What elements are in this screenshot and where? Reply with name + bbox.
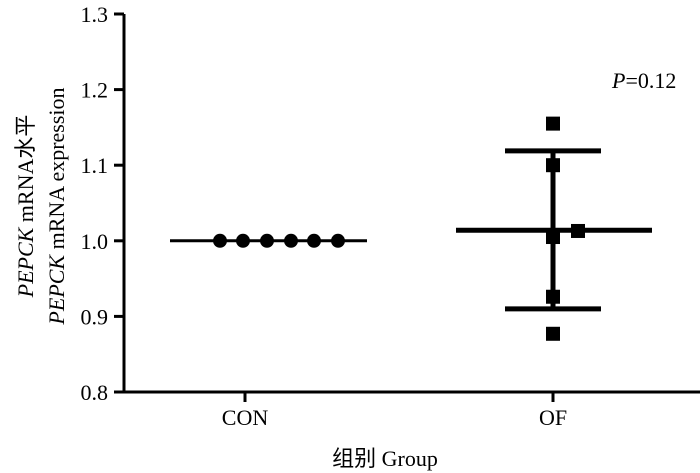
axes (122, 14, 700, 402)
x-tick-label-of: OF (539, 405, 567, 430)
con-data-point-2 (260, 233, 274, 248)
y-axis-title-line2-text: mRNA expression (44, 87, 69, 254)
y-tick-label-5: 1.3 (81, 2, 109, 27)
of-data-point-3 (571, 223, 585, 238)
of-data-point-4 (546, 289, 560, 304)
y-axis-title-line2: PEPCK mRNA expression (44, 87, 69, 325)
of-data-point-2 (546, 230, 560, 245)
x-axis-title: 组别 Group (332, 446, 438, 471)
y-axis-title-line1-text: mRNA水平 (13, 115, 38, 228)
y-tick-label-1: 0.9 (81, 304, 109, 329)
con-data-point-5 (331, 233, 345, 248)
y-ticks: 0.8 0.9 1.0 1.1 1.2 1.3 (81, 2, 124, 405)
con-data-point-1 (236, 233, 250, 248)
of-data-point-1 (546, 158, 560, 173)
y-axis-title-line1: PEPCK mRNA水平 (13, 115, 38, 299)
y-tick-label-3: 1.1 (81, 153, 109, 178)
p-value-symbol: P (611, 68, 625, 93)
x-tick-label-con: CON (222, 405, 269, 430)
data-marks (170, 116, 652, 341)
y-tick-label-0: 0.8 (81, 380, 109, 405)
con-data-point-3 (284, 233, 298, 248)
p-value-annotation: P=0.12 (611, 68, 676, 93)
y-axis-title-line1-gene: PEPCK (13, 226, 38, 298)
of-data-point-5 (546, 326, 560, 341)
con-data-point-0 (213, 233, 227, 248)
of-data-point-0 (546, 116, 560, 131)
y-axis-title-line2-gene: PEPCK (44, 254, 69, 326)
y-tick-label-4: 1.2 (81, 78, 109, 103)
p-value-text: =0.12 (625, 68, 676, 93)
y-tick-label-2: 1.0 (81, 229, 109, 254)
con-data-point-4 (307, 233, 321, 248)
